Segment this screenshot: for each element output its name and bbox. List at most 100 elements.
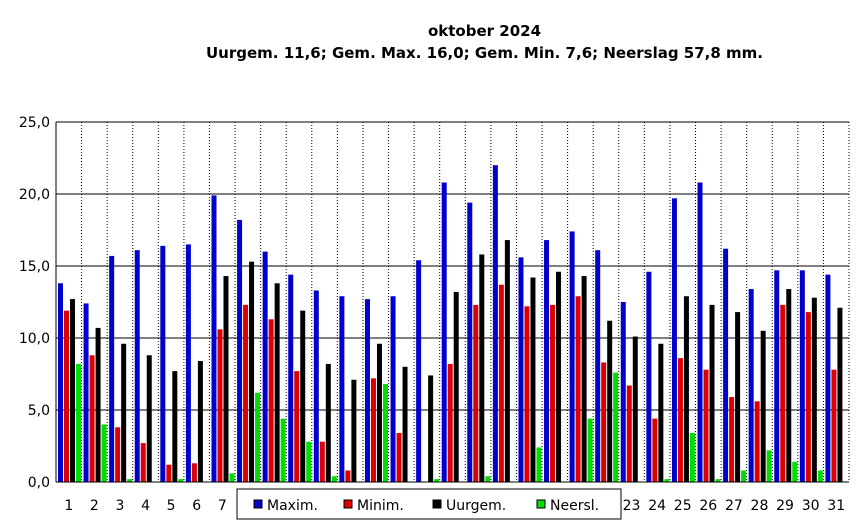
bar — [345, 470, 351, 482]
bar — [376, 343, 382, 482]
bar — [134, 250, 140, 482]
bar — [191, 463, 197, 482]
bar — [58, 283, 63, 482]
x-tick-label: 27 — [725, 498, 743, 514]
bar — [632, 336, 638, 482]
bar — [115, 427, 121, 482]
bar — [370, 378, 376, 482]
x-tick-label: 29 — [776, 498, 794, 514]
bar — [428, 375, 434, 482]
bar — [140, 443, 146, 482]
bar — [434, 479, 440, 482]
bar — [652, 418, 658, 482]
bar — [325, 363, 331, 482]
bar — [613, 372, 619, 482]
bar — [498, 284, 504, 482]
x-tick-label: 4 — [141, 498, 150, 514]
bar — [799, 270, 805, 482]
bar — [786, 289, 792, 482]
bar — [518, 257, 524, 482]
bar — [300, 310, 306, 482]
bar — [544, 240, 550, 482]
bar — [280, 418, 286, 482]
bar — [735, 312, 741, 482]
bar — [607, 320, 613, 482]
bar — [766, 450, 772, 482]
bar — [805, 312, 811, 482]
bar — [530, 277, 536, 482]
bar — [255, 392, 261, 482]
bar — [339, 296, 345, 482]
bar — [587, 418, 593, 482]
bar — [671, 198, 677, 482]
bar — [313, 290, 319, 482]
bar — [294, 371, 300, 482]
bar — [831, 369, 837, 482]
bar — [709, 304, 715, 482]
bar — [741, 470, 747, 482]
y-tick-label: 20,0 — [19, 187, 50, 203]
bars-layer — [58, 165, 843, 483]
x-tick-label: 25 — [674, 498, 692, 514]
bar — [760, 330, 766, 482]
y-tick-label: 10,0 — [19, 331, 50, 347]
legend-swatch — [253, 499, 263, 509]
bar — [288, 274, 294, 482]
bar — [121, 343, 127, 482]
bar — [416, 260, 422, 482]
bar — [504, 240, 510, 482]
bar — [211, 195, 217, 482]
bar — [550, 304, 556, 482]
bar — [274, 283, 280, 482]
bar — [837, 307, 843, 482]
bar — [575, 296, 581, 482]
bar — [485, 476, 491, 482]
x-tick-label: 30 — [802, 498, 820, 514]
bar — [109, 255, 115, 482]
legend-label: Maxim. — [267, 498, 318, 514]
bar — [306, 441, 312, 482]
grid-layer — [55, 121, 850, 483]
bar — [536, 447, 542, 482]
bar — [83, 303, 89, 482]
bar — [243, 304, 249, 482]
bar — [364, 299, 370, 482]
bar — [172, 371, 178, 482]
legend: Maxim. Minim. Uurgem. Neersl. — [236, 488, 622, 520]
bar — [390, 296, 396, 482]
bar — [601, 362, 607, 482]
bar — [331, 476, 337, 482]
bar — [703, 369, 709, 482]
bar — [89, 355, 95, 482]
x-tick-label: 26 — [699, 498, 717, 514]
bar — [792, 461, 798, 482]
y-tick-label: 25,0 — [19, 115, 50, 131]
bar — [620, 302, 626, 482]
bar — [185, 244, 191, 482]
bar — [237, 219, 243, 483]
bar — [715, 479, 721, 482]
bar — [697, 182, 703, 483]
legend-swatch — [432, 499, 442, 509]
bar — [626, 385, 632, 482]
bar — [262, 251, 268, 482]
bar — [825, 274, 831, 482]
bar — [447, 363, 453, 482]
legend-label: Minim. — [357, 498, 404, 514]
bar — [95, 327, 101, 482]
bar — [217, 329, 223, 482]
x-tick-label: 1 — [64, 498, 73, 514]
x-tick-label: 2 — [90, 498, 99, 514]
bar — [754, 401, 760, 482]
bar — [556, 271, 562, 482]
bar — [595, 250, 601, 482]
x-tick-label: 5 — [167, 498, 176, 514]
chart-title: oktober 2024 — [427, 22, 542, 40]
y-tick-label: 15,0 — [19, 259, 50, 275]
y-tick-label: 5,0 — [28, 403, 50, 419]
bar — [453, 291, 459, 482]
bar — [569, 231, 575, 482]
bar — [774, 270, 780, 482]
bar — [351, 379, 357, 482]
